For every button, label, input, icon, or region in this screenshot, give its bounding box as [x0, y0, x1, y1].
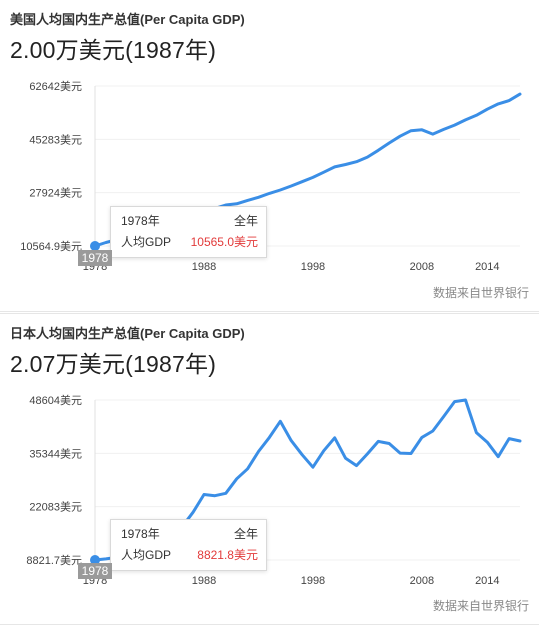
x-tick-label: 2008	[410, 575, 434, 584]
highlight-year-badge: 1978	[78, 250, 112, 266]
panel-title: 日本人均国内生产总值(Per Capita GDP)	[10, 326, 245, 341]
data-source-link[interactable]: 数据来自世界银行	[432, 286, 529, 300]
x-tick-label: 1988	[192, 261, 216, 270]
tooltip-year: 1978年	[121, 214, 160, 228]
tooltip-year: 1978年	[121, 527, 160, 541]
x-tick-label: 2014	[475, 261, 499, 270]
tooltip-metric: 人均GDP	[121, 548, 172, 562]
tooltip-scope: 全年	[233, 214, 258, 228]
y-tick-label: 45283美元	[29, 133, 82, 146]
y-tick-label: 10564.9美元	[20, 240, 82, 253]
usa-gdp-line-chart[interactable]: 62642美元 45283美元 27924美元 10564.9美元1978 1988 19…	[0, 70, 539, 270]
data-source-link[interactable]: 数据来自世界银行	[432, 599, 529, 613]
headline-value: 2.07万美元(1987年)	[10, 351, 217, 377]
chart-tooltip: 1978年 全年 人均GDP 8821.8美元	[110, 519, 267, 571]
x-tick-label: 2008	[410, 261, 434, 270]
japan-gdp-card: 日本人均国内生产总值(Per Capita GDP) 2.07万美元(1987年…	[0, 313, 539, 625]
y-tick-label: 35344美元	[29, 447, 82, 460]
chart-tooltip: 1978年 全年 人均GDP 10565.0美元	[110, 206, 267, 258]
x-tick-label: 1998	[301, 261, 325, 270]
highlight-year-badge: 1978	[78, 563, 112, 579]
x-tick-label: 1988	[192, 575, 216, 584]
tooltip-metric: 人均GDP	[121, 235, 172, 249]
x-tick-label: 1998	[301, 575, 325, 584]
y-tick-label: 27924美元	[29, 187, 82, 200]
highlight-point	[90, 240, 100, 251]
y-tick-label: 8821.7美元	[26, 554, 82, 567]
y-tick-label: 22083美元	[29, 501, 82, 514]
tooltip-scope: 全年	[233, 527, 258, 541]
usa-gdp-card: 美国人均国内生产总值(Per Capita GDP) 2.00万美元(1987年…	[0, 0, 539, 312]
tooltip-value: 10565.0美元	[190, 235, 258, 249]
x-tick-label: 1978	[83, 575, 107, 584]
y-tick-label: 48604美元	[29, 394, 82, 407]
panel-title: 美国人均国内生产总值(Per Capita GDP)	[10, 12, 245, 27]
highlight-point	[90, 554, 100, 565]
x-tick-label: 2014	[475, 575, 499, 584]
y-tick-label: 62642美元	[29, 80, 82, 93]
tooltip-value: 8821.8美元	[197, 548, 258, 562]
headline-value: 2.00万美元(1987年)	[10, 37, 217, 63]
